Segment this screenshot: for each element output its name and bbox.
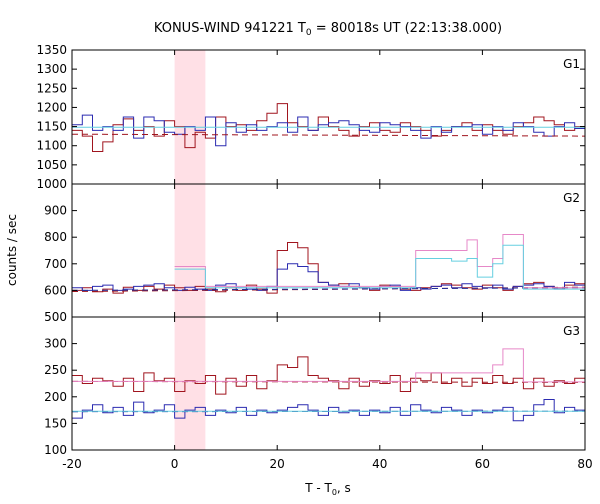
y-tick-label: 100 (44, 443, 67, 457)
y-tick-label: 900 (44, 204, 67, 218)
x-tick-label: 40 (372, 457, 387, 471)
series-blue-g2 (72, 263, 585, 291)
fit-cyan-fit-g2 (174, 244, 585, 290)
y-tick-label: 500 (44, 310, 67, 324)
panel-g2: 500 600 700 800 900 G2 (44, 183, 586, 324)
y-tick-label: 250 (44, 363, 67, 377)
fit-red-background-g1 (72, 133, 585, 137)
x-tick-label: 0 (171, 457, 179, 471)
panel-plot-area (72, 348, 585, 422)
x-axis-label: T - T0, s (304, 481, 351, 497)
panel-g3: 100 150 200 250 300 -20 0 20 40 60 80 G3 (44, 316, 593, 471)
series-blue-g1 (72, 114, 585, 147)
highlight-band (174, 50, 206, 184)
y-tick-label: 1150 (36, 120, 67, 134)
panel-label-g3: G3 (563, 324, 580, 338)
y-tick-label: 1050 (36, 158, 67, 172)
x-axis-label-subscript: 0 (332, 488, 337, 497)
series-red-g3 (72, 356, 585, 395)
fit-pink-fit-g3 (72, 348, 585, 383)
y-tick-label: 1200 (36, 100, 67, 114)
fit-pink-fit-g2 (174, 234, 585, 289)
panel-plot-area (72, 103, 585, 152)
y-tick-label: 1350 (36, 43, 67, 57)
y-tick-label: 700 (44, 257, 67, 271)
chart-title: KONUS-WIND 941221 T0 = 80018s UT (22:13:… (154, 21, 502, 38)
fit-blue-background-g2 (72, 287, 585, 291)
x-tick-label: -20 (62, 457, 82, 471)
y-tick-label: 800 (44, 230, 67, 244)
chart-title-suffix: = 80018s UT (22:13:38.000) (312, 21, 502, 36)
y-tick-label: 200 (44, 390, 67, 404)
highlight-band (174, 184, 206, 317)
y-tick-label: 150 (44, 416, 67, 430)
panel-frame (71, 316, 586, 451)
x-tick-label: 20 (270, 457, 285, 471)
panel-plot-area (72, 234, 585, 294)
y-tick-label: 300 (44, 337, 67, 351)
y-tick-label: 1300 (36, 62, 67, 76)
y-tick-label: 1000 (36, 177, 67, 191)
x-tick-label: 60 (475, 457, 490, 471)
y-axis-label: counts / sec (5, 214, 19, 286)
y-tick-label: 1250 (36, 81, 67, 95)
panel-frame (71, 183, 586, 318)
panel-label-g1: G1 (563, 57, 580, 71)
chart-title-subscript: 0 (306, 28, 312, 38)
x-axis-label-suffix: , s (337, 481, 351, 495)
panel-g1: 1000 1050 1100 1150 1200 1250 1300 1350 G1 (36, 43, 586, 191)
series-red-g1 (72, 103, 585, 152)
x-axis-label-prefix: T - T (304, 481, 332, 495)
panels-group: 10001050110011501200125013001350G1500600… (36, 43, 593, 471)
y-tick-label: 600 (44, 283, 67, 297)
chart-title-prefix: KONUS-WIND 941221 T (154, 21, 306, 36)
fit-red-background-g2 (72, 286, 585, 292)
x-tick-label: 80 (577, 457, 592, 471)
panel-label-g2: G2 (563, 191, 580, 205)
series-blue-g3 (72, 399, 585, 422)
y-tick-label: 1100 (36, 139, 67, 153)
